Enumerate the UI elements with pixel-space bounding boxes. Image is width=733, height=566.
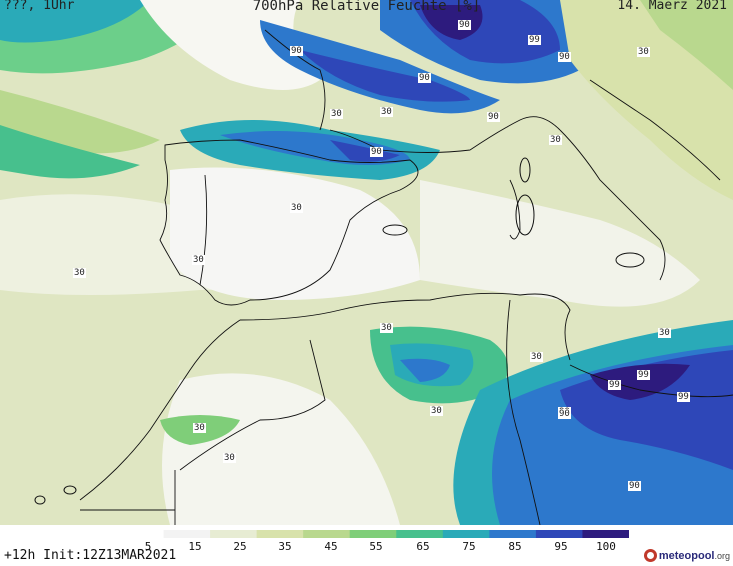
contour-label: 30 <box>658 328 671 338</box>
contour-label: 99 <box>677 392 690 402</box>
colorbar-swatch <box>210 530 258 538</box>
contour-label: 90 <box>487 112 500 122</box>
colorbar-tick: 85 <box>508 540 522 553</box>
contour-label: 30 <box>380 323 393 333</box>
colorbar-swatch <box>163 530 211 538</box>
contour-label: 30 <box>330 109 343 119</box>
contour-label: 30 <box>223 453 236 463</box>
page-title: 700hPa Relative Feuchte [%] <box>252 0 481 14</box>
colorbar-tick: 35 <box>278 540 292 553</box>
contour-label: 30 <box>73 268 86 278</box>
colorbar <box>117 530 629 538</box>
colorbar-tick: 15 <box>188 540 202 553</box>
colorbar-swatch <box>489 530 537 538</box>
colorbar-tick: 5 <box>144 540 152 553</box>
colorbar-swatch <box>349 530 397 538</box>
contour-label: 90 <box>458 20 471 30</box>
contour-label: 90 <box>290 46 303 56</box>
colorbar-swatch <box>303 530 351 538</box>
colorbar-tick: 55 <box>369 540 383 553</box>
contour-label: 30 <box>637 47 650 57</box>
contour-label: 90 <box>628 481 641 491</box>
colorbar-swatch <box>256 530 304 538</box>
colorbar-swatch <box>582 530 629 538</box>
contour-label: 30 <box>192 255 205 265</box>
meteopool-logo[interactable]: meteopool .org <box>643 549 730 562</box>
colorbar-swatch <box>396 530 444 538</box>
colorbar-tick: 25 <box>233 540 247 553</box>
contour-label: 90 <box>558 409 571 419</box>
colorbar-tick: 100 <box>596 540 616 553</box>
contour-label: 30 <box>193 423 206 433</box>
contour-label: 90 <box>558 52 571 62</box>
contour-label: 90 <box>370 147 383 157</box>
colorbar-swatch <box>442 530 490 538</box>
logo-suffix: .org <box>714 550 730 561</box>
logo-icon <box>643 549 657 562</box>
colorbar-tick: 95 <box>554 540 568 553</box>
contour-label: 30 <box>290 203 303 213</box>
colorbar-swatch <box>535 530 583 538</box>
colorbar-tick: 75 <box>462 540 476 553</box>
colorbar-tick: 65 <box>416 540 430 553</box>
colorbar-swatch <box>117 530 165 538</box>
contour-label: 30 <box>549 135 562 145</box>
run-label: ???, 1Uhr <box>4 0 75 13</box>
init-label: +12h Init:12Z13MAR2021 <box>4 548 177 563</box>
contour-label: 30 <box>430 406 443 416</box>
colorbar-tick: 45 <box>324 540 338 553</box>
contour-label: 99 <box>608 380 621 390</box>
contour-label: 99 <box>637 370 650 380</box>
contour-label: 30 <box>530 352 543 362</box>
humidity-map <box>0 0 733 525</box>
contour-label: 90 <box>418 73 431 83</box>
forecast-date: 14. Maerz 2021 <box>617 0 727 13</box>
contour-label: 99 <box>528 35 541 45</box>
logo-text: meteopool <box>658 549 715 562</box>
contour-label: 30 <box>380 107 393 117</box>
